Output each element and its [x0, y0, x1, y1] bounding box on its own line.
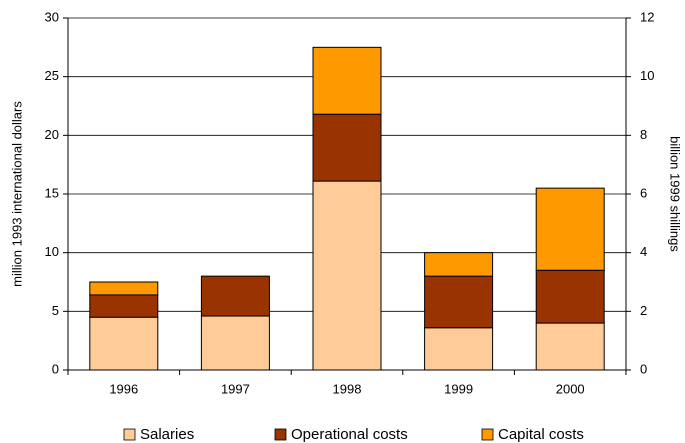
x-tick-label: 1996: [109, 381, 138, 396]
y2-tick-label: 12: [640, 9, 654, 24]
x-tick-label: 1999: [444, 381, 473, 396]
x-tick-label: 1997: [221, 381, 250, 396]
bar-segment: [424, 275, 494, 329]
bar-segment: [312, 46, 382, 115]
bar-segment: [535, 187, 605, 271]
y2-tick-label: 4: [640, 244, 647, 259]
y-tick-label: 0: [52, 361, 59, 376]
y2-tick-label: 8: [640, 127, 647, 142]
y-tick-label: 30: [45, 9, 59, 24]
bar-segment: [312, 113, 382, 182]
y2-tick-label: 0: [640, 361, 647, 376]
bar-segment: [535, 269, 605, 324]
legend-swatch: [481, 428, 494, 441]
bar-segment: [200, 315, 270, 371]
y-tick-label: 20: [45, 127, 59, 142]
y2-tick-label: 6: [640, 185, 647, 200]
y-tick-label: 15: [45, 185, 59, 200]
bar-segment: [200, 275, 270, 317]
legend-label: Operational costs: [291, 426, 408, 443]
legend-swatch: [123, 428, 136, 441]
y-axis-label: million 1993 international dollars: [9, 101, 24, 287]
bar-segment: [424, 252, 494, 277]
bar-segment: [312, 180, 382, 371]
y2-tick-label: 2: [640, 303, 647, 318]
bar-segment: [89, 281, 159, 296]
y2-tick-label: 10: [640, 68, 654, 83]
y2-axis-label: billion 1999 shillings: [668, 136, 683, 252]
bar-segment: [89, 294, 159, 318]
bar-segment: [535, 322, 605, 371]
bar-segment: [424, 327, 494, 371]
bar-segment: [89, 316, 159, 371]
legend-label: Capital costs: [498, 426, 584, 443]
y-tick-label: 25: [45, 68, 59, 83]
legend-label: Salaries: [140, 426, 194, 443]
y-tick-label: 5: [52, 303, 59, 318]
y-tick-label: 10: [45, 244, 59, 259]
x-tick-label: 2000: [556, 381, 585, 396]
legend-swatch: [274, 428, 287, 441]
x-tick-label: 1998: [333, 381, 362, 396]
